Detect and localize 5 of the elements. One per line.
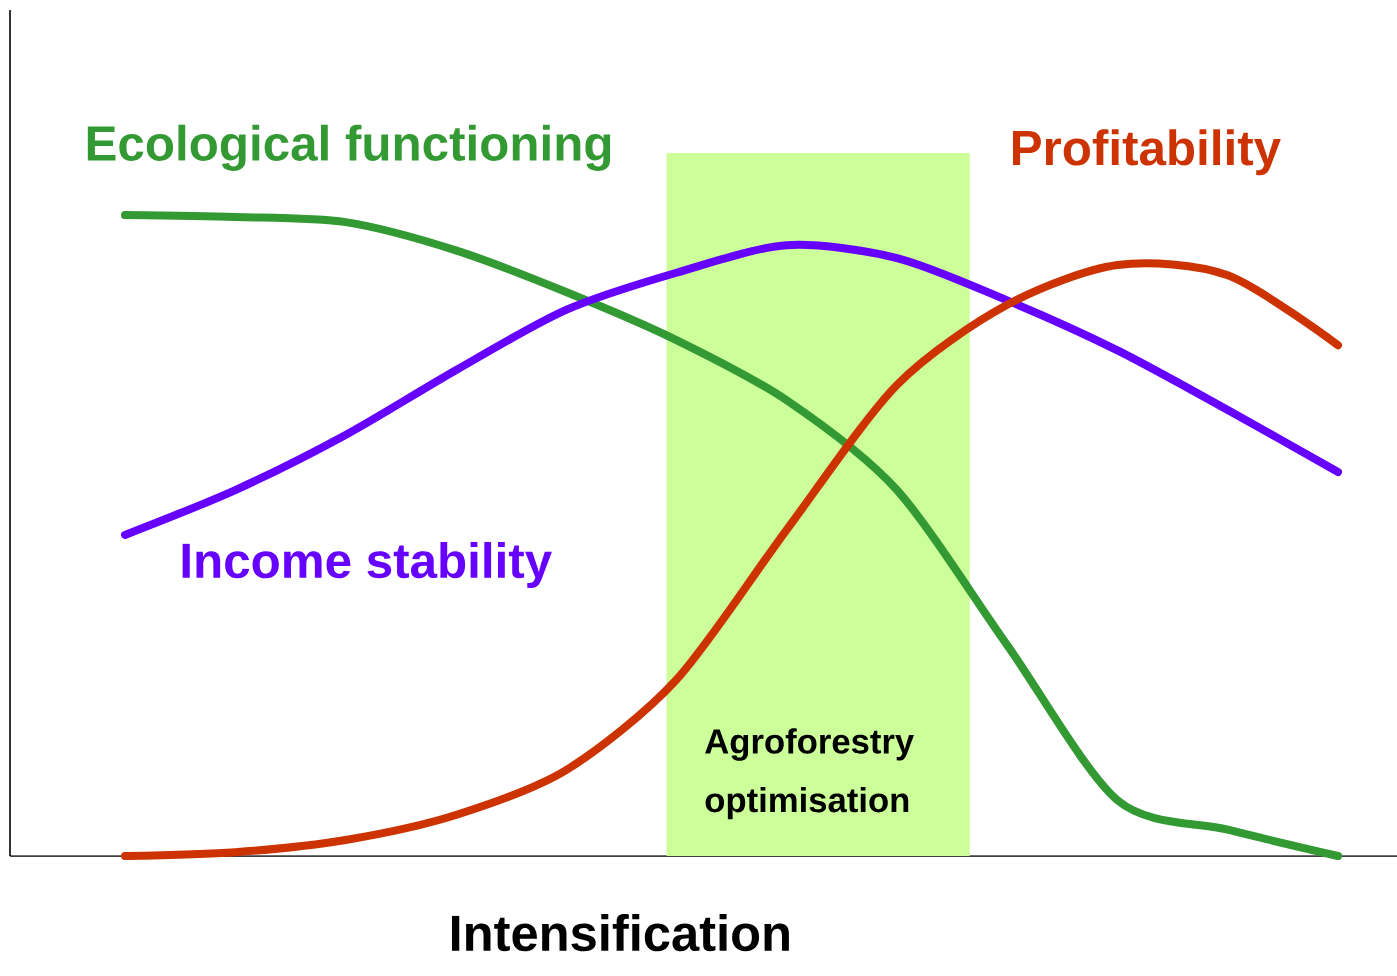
text: Profitability <box>1013 129 1281 176</box>
series-label: Ecological functioning <box>87 124 611 171</box>
series-label: Income stability <box>182 542 552 589</box>
x-axis-title: Intensification <box>451 914 789 952</box>
annotation: Agroforestry optimisation <box>705 728 915 820</box>
